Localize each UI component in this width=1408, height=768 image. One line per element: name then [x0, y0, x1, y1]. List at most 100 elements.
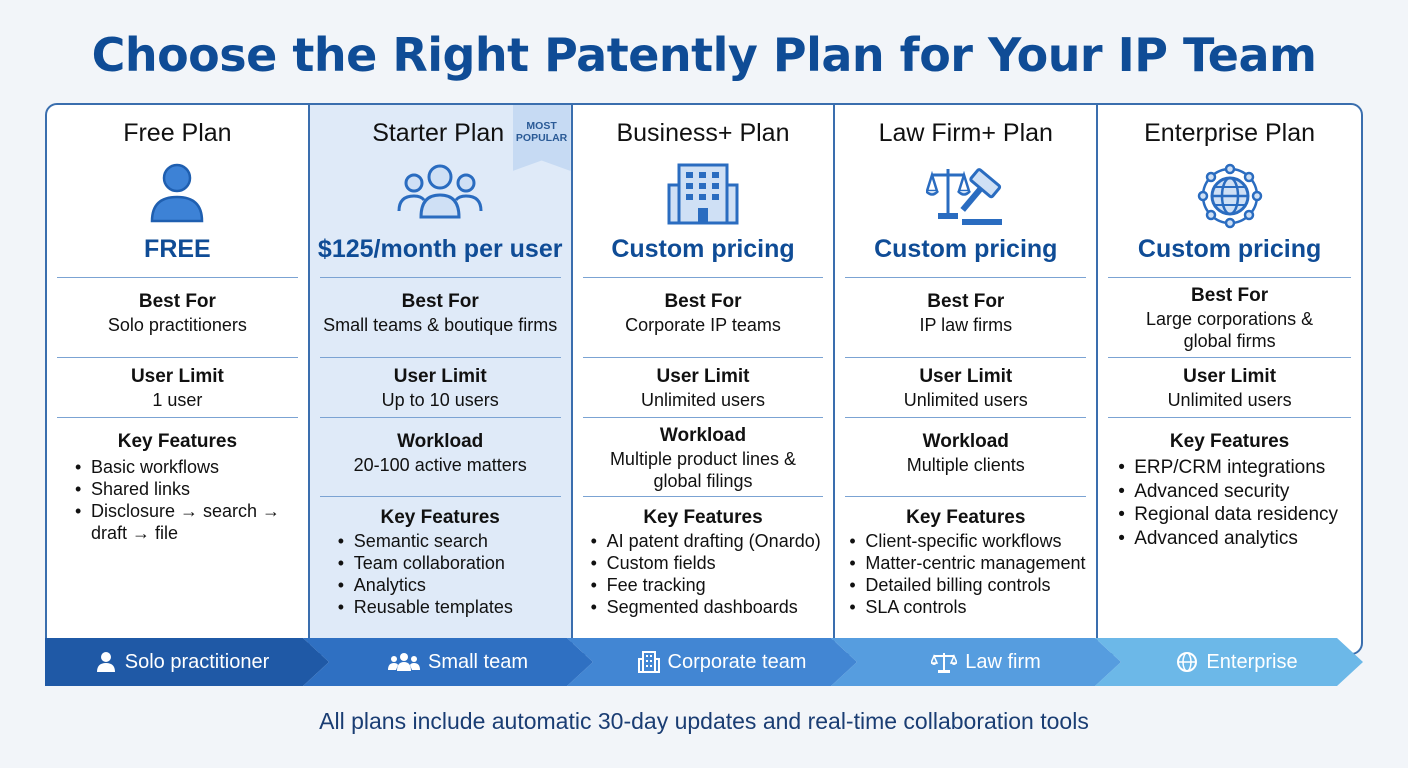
user-limit-value: Unlimited users	[903, 390, 1028, 410]
divider	[845, 417, 1087, 418]
footnote: All plans include automatic 30-day updat…	[319, 708, 1089, 734]
plan-card-free: Free Plan FREE Best For Solo practitione…	[47, 105, 310, 653]
flow-step-label: Law firm	[965, 650, 1041, 673]
feature-item: Reusable templates	[338, 596, 563, 618]
plan-price: FREE	[144, 235, 211, 263]
feature-list: Semantic search Team collaboration Analy…	[338, 530, 563, 618]
divider	[57, 277, 298, 278]
flow-step-small-team: Small team	[303, 638, 593, 686]
feature-item: SLA controls	[849, 596, 1088, 618]
user-limit-value: Unlimited users	[640, 390, 766, 410]
user-limit-value: 1 user	[152, 390, 203, 410]
workload-heading: Workload	[659, 425, 747, 446]
user-limit-heading: User Limit	[656, 366, 750, 387]
workload-value: 20-100 active matters	[353, 455, 527, 475]
workload-heading: Workload	[397, 431, 484, 452]
best-for-value: Solo practitioners	[107, 315, 247, 335]
feature-item: Fee tracking	[591, 574, 826, 596]
feature-item: Semantic search	[338, 530, 563, 552]
user-limit-heading: User Limit	[919, 366, 1013, 387]
plan-card-enterprise: Enterprise Plan Custom pricing Best For …	[1098, 105, 1361, 653]
feature-item: Advanced security	[1118, 480, 1353, 504]
most-popular-badge: MOST POPULAR	[512, 105, 571, 171]
divider	[1108, 417, 1351, 418]
best-for-value: IP law firms	[919, 315, 1013, 335]
workload-value: Multiple clients	[906, 455, 1025, 475]
best-for-heading: Best For	[1191, 285, 1269, 306]
divider	[582, 417, 824, 418]
best-for-value: Large corporations &	[1146, 309, 1314, 329]
key-features-heading: Key Features	[1169, 431, 1290, 452]
divider	[319, 277, 561, 278]
best-for-value-line2: global firms	[1183, 331, 1276, 351]
team-size-flow-bar: Solo practitioner Small team Corporate t…	[45, 638, 1363, 686]
flow-step-label: Corporate team	[667, 650, 807, 673]
badge-line: MOST	[526, 120, 557, 132]
best-for-heading: Best For	[664, 291, 742, 312]
divider	[319, 496, 561, 497]
plan-name: Business+ Plan	[616, 119, 790, 147]
building-icon	[637, 651, 660, 673]
feature-item: Matter-centric management	[849, 552, 1088, 574]
team-icon	[387, 653, 420, 671]
scales-gavel-icon	[925, 168, 1002, 225]
best-for-value: Corporate IP teams	[625, 315, 781, 335]
plan-name: Law Firm+ Plan	[878, 119, 1053, 147]
flow-step-solo: Solo practitioner	[45, 638, 329, 686]
divider	[845, 357, 1087, 358]
feature-item-continued: draft → file	[91, 523, 179, 543]
plan-price: $125/month per user	[317, 235, 563, 263]
best-for-value: Small teams & boutique firms	[323, 315, 558, 335]
divider	[845, 277, 1087, 278]
workload-heading: Workload	[922, 431, 1009, 452]
divider	[319, 357, 561, 358]
plan-name: Free Plan	[123, 119, 232, 147]
feature-list: Client-specific workflows Matter-centric…	[849, 530, 1088, 618]
feature-item: Team collaboration	[338, 552, 563, 574]
badge-line: POPULAR	[515, 132, 568, 144]
divider	[1108, 277, 1351, 278]
feature-item: Detailed billing controls	[849, 574, 1088, 596]
divider	[582, 496, 824, 497]
user-limit-value: Up to 10 users	[381, 390, 499, 410]
plan-price: Custom pricing	[1137, 235, 1322, 263]
plans-comparison-table: Free Plan FREE Best For Solo practitione…	[45, 103, 1363, 655]
feature-item: AI patent drafting (Onardo)	[591, 530, 826, 552]
divider	[57, 417, 298, 418]
globe-network-icon	[1197, 163, 1262, 229]
user-limit-heading: User Limit	[130, 366, 224, 387]
person-icon	[96, 652, 115, 672]
best-for-heading: Best For	[138, 291, 216, 312]
person-icon	[151, 163, 204, 223]
feature-item: Shared links	[75, 478, 300, 500]
flow-step-label: Enterprise	[1206, 650, 1298, 673]
workload-value-line2: global filings	[653, 471, 753, 491]
feature-item: Basic workflows	[75, 456, 300, 478]
divider	[582, 277, 824, 278]
plan-name: Enterprise Plan	[1144, 119, 1316, 147]
feature-list: Basic workflows Shared links Disclosure …	[75, 456, 300, 544]
feature-list: ERP/CRM integrations Advanced security R…	[1118, 456, 1353, 550]
key-features-heading: Key Features	[117, 431, 238, 452]
divider	[1108, 357, 1351, 358]
user-limit-heading: User Limit	[393, 366, 487, 387]
best-for-heading: Best For	[401, 291, 479, 312]
key-features-heading: Key Features	[380, 507, 500, 528]
feature-item: Client-specific workflows	[849, 530, 1088, 552]
divider	[319, 417, 561, 418]
globe-icon	[1177, 652, 1198, 672]
divider	[582, 357, 824, 358]
team-icon	[397, 164, 483, 219]
feature-list: AI patent drafting (Onardo) Custom field…	[591, 530, 826, 618]
flow-step-label: Solo practitioner	[124, 650, 270, 673]
key-features-heading: Key Features	[906, 507, 1026, 528]
feature-item: Segmented dashboards	[591, 596, 826, 618]
key-features-heading: Key Features	[643, 507, 763, 528]
user-limit-value: Unlimited users	[1167, 390, 1292, 410]
feature-item: Advanced analytics	[1118, 527, 1353, 551]
feature-item: Regional data residency	[1118, 503, 1353, 527]
divider	[845, 496, 1087, 497]
plan-name: Starter Plan	[372, 119, 505, 147]
flow-step-label: Small team	[427, 650, 529, 673]
building-icon	[667, 163, 739, 225]
